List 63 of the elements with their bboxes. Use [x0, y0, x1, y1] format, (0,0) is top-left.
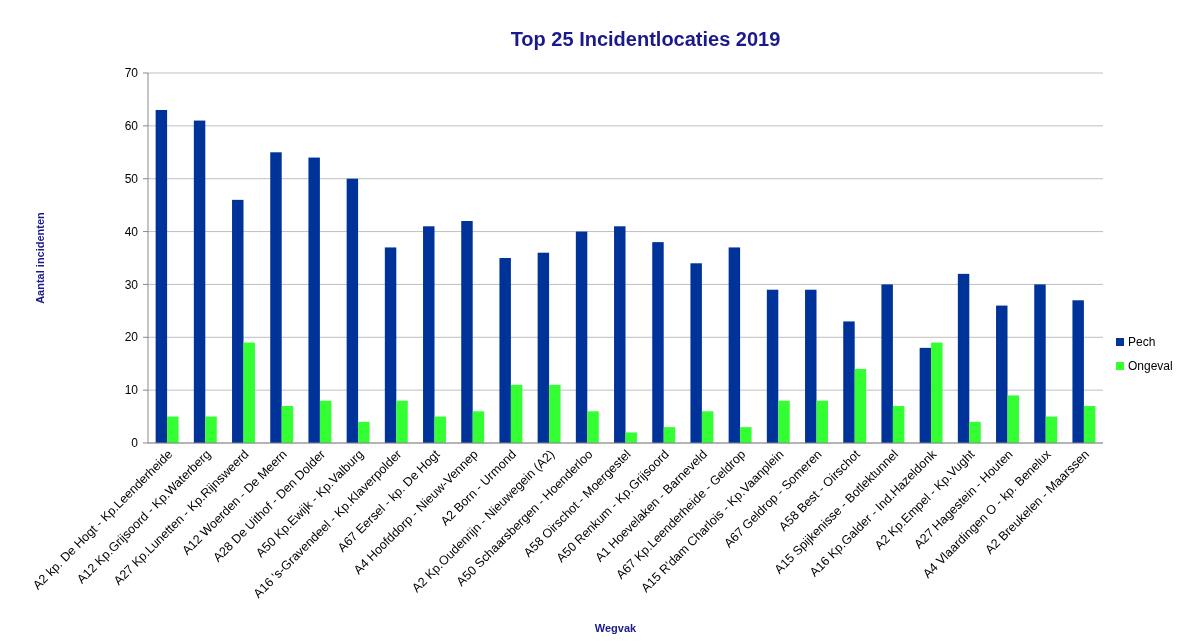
bar [549, 384, 561, 443]
bar [843, 321, 855, 443]
bar [1007, 395, 1019, 443]
bar [396, 400, 408, 443]
y-tick-label: 0 [131, 436, 139, 451]
bar [319, 400, 332, 443]
bar [919, 347, 932, 443]
bar [346, 178, 359, 443]
bar [690, 263, 702, 443]
legend-label: Pech [1128, 335, 1156, 349]
bar [740, 427, 752, 443]
bar [358, 421, 370, 443]
bar [472, 411, 485, 443]
chart-title: Top 25 Incidentlocaties 2019 [510, 28, 781, 50]
bar [1072, 300, 1084, 443]
y-tick-label: 30 [124, 277, 139, 292]
bar [384, 247, 397, 443]
x-axis-title: Wegvak [594, 622, 638, 634]
bar [537, 252, 550, 443]
bar [423, 226, 435, 443]
bar [625, 432, 637, 443]
bar [931, 342, 943, 443]
bar [652, 242, 664, 443]
bar [510, 384, 523, 443]
bar [1034, 284, 1046, 443]
bar [461, 221, 473, 443]
bar [892, 406, 905, 443]
y-tick-label: 70 [124, 66, 139, 81]
bar [805, 289, 817, 443]
y-tick-label: 10 [124, 383, 139, 398]
bar [167, 416, 179, 443]
bar [701, 411, 714, 443]
bar [614, 226, 626, 443]
bar [575, 231, 588, 443]
bar [881, 284, 893, 443]
bar [969, 421, 981, 443]
bar [308, 157, 320, 443]
bar [434, 416, 446, 443]
legend-label: Ongeval [1128, 359, 1173, 373]
bar [281, 406, 294, 443]
bar [778, 400, 790, 443]
bar [270, 152, 282, 443]
bar [663, 427, 676, 443]
y-axis-title: Aantal incidenten [34, 211, 46, 304]
bar [728, 247, 741, 443]
bar [996, 305, 1008, 443]
y-tick-label: 50 [124, 171, 139, 186]
bar [243, 342, 255, 443]
y-tick-label: 60 [124, 119, 139, 134]
y-tick-label: 40 [124, 224, 139, 239]
bar [193, 120, 206, 443]
bar [957, 273, 970, 443]
bar [587, 411, 599, 443]
bar [766, 289, 779, 443]
bar [205, 416, 217, 443]
bar [1045, 416, 1058, 443]
bar [499, 258, 511, 443]
y-tick-label: 20 [124, 330, 139, 345]
bar [155, 110, 168, 443]
bar [1083, 406, 1096, 443]
bar [854, 369, 867, 443]
bar [816, 400, 828, 443]
bar [232, 199, 244, 443]
